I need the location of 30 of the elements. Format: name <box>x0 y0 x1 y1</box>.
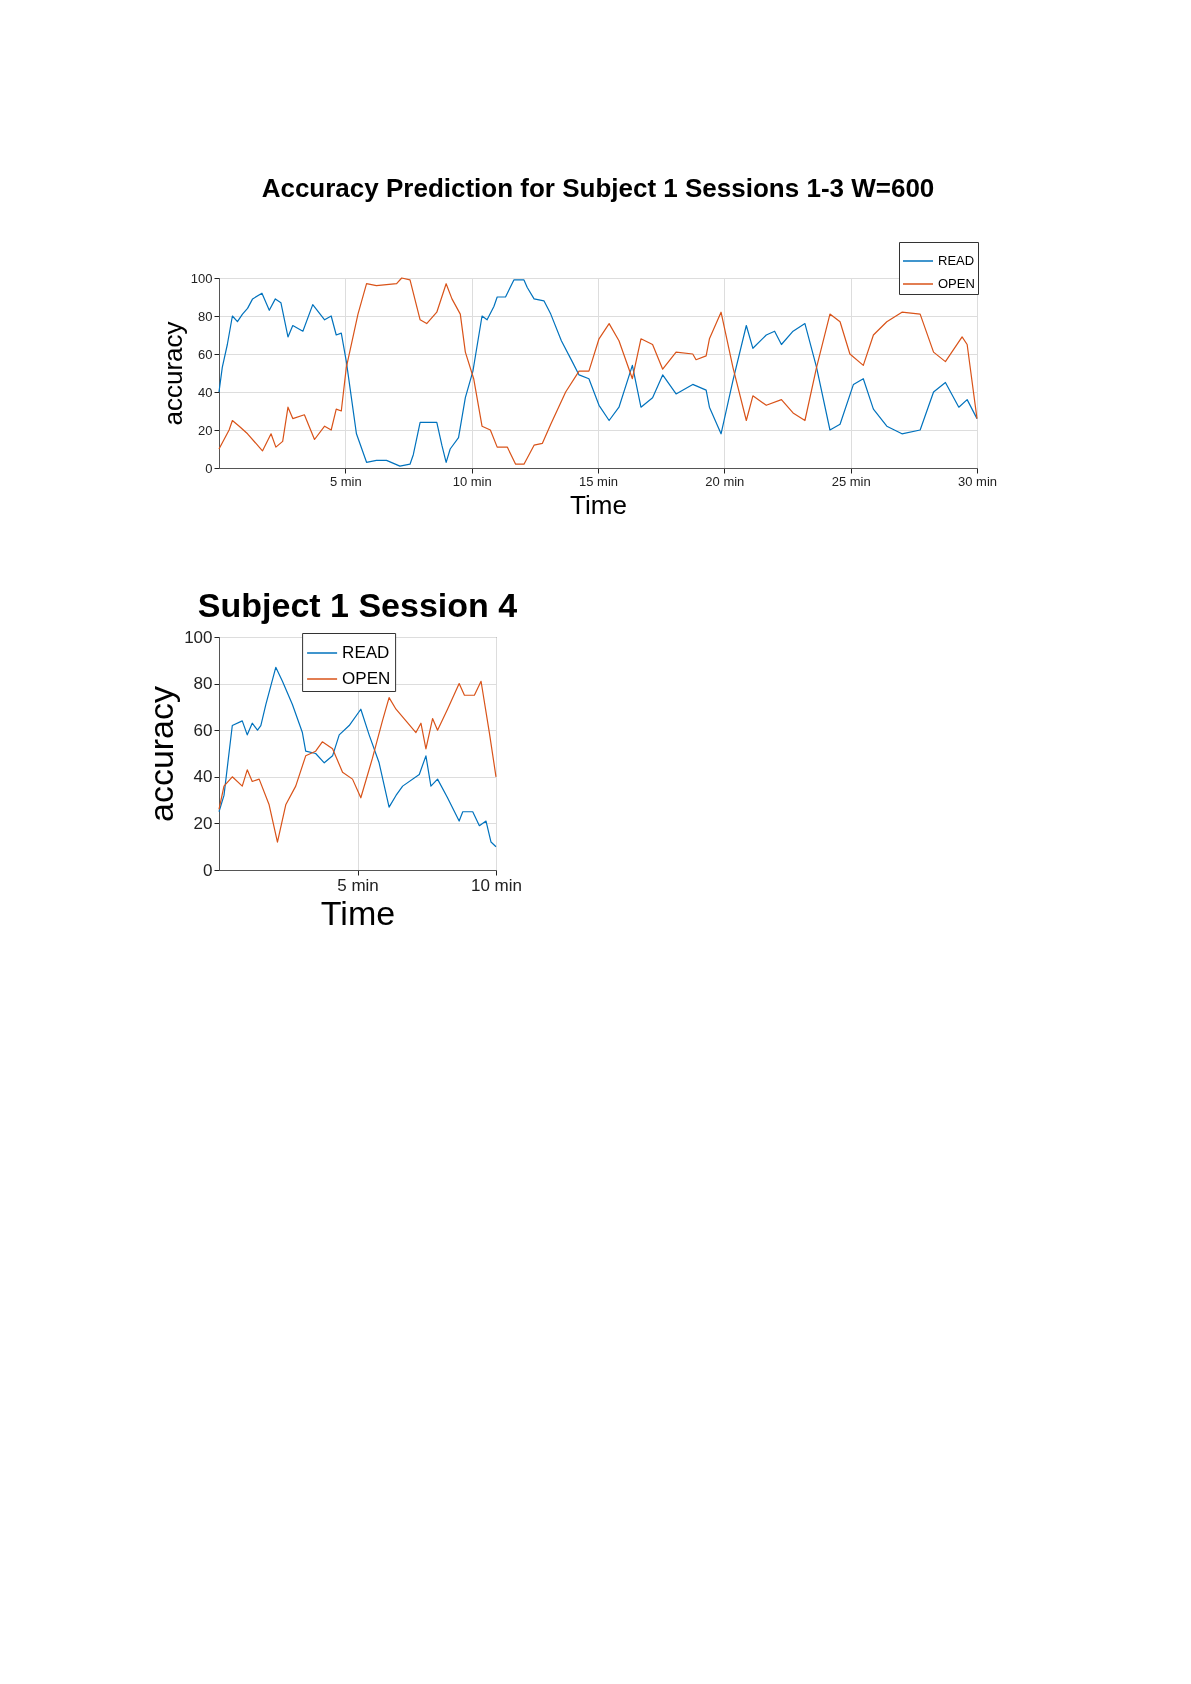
y-tick-label: 80 <box>198 308 213 324</box>
y-tick-label: 60 <box>198 346 213 362</box>
legend-label: READ <box>342 643 390 662</box>
y-tick-label: 100 <box>190 270 213 286</box>
y-tick-label: 20 <box>193 813 213 833</box>
y-tick-label: 20 <box>198 422 213 438</box>
x-tick-label: 10 min <box>452 473 492 489</box>
legend-label: OPEN <box>342 669 391 688</box>
x-tick-label: 20 min <box>705 473 745 489</box>
y-tick-label: 60 <box>193 720 213 740</box>
x-tick-label: 30 min <box>957 473 998 489</box>
y-tick-label: 40 <box>198 384 213 400</box>
y-tick-label: 80 <box>193 674 213 694</box>
chart-title: Accuracy Prediction for Subject 1 Sessions 1-3 W=600 <box>261 172 935 203</box>
y-tick-label: 0 <box>203 860 213 880</box>
x-tick-label: 10 min <box>470 875 523 895</box>
x-tick-label: 5 min <box>337 875 379 895</box>
x-tick-label: 25 min <box>831 473 871 489</box>
y-axis-title: accuracy <box>142 685 181 823</box>
legend-label: READ <box>938 253 975 268</box>
y-axis-title: accuracy <box>157 321 188 426</box>
x-tick-label: 15 min <box>578 473 619 489</box>
y-tick-label: 0 <box>205 460 213 476</box>
x-axis-title: Time <box>570 489 627 520</box>
chart-title: Subject 1 Session 4 <box>197 586 518 624</box>
legend-label: OPEN <box>938 276 975 291</box>
y-tick-label: 40 <box>193 767 213 787</box>
x-tick-label: 5 min <box>329 473 362 489</box>
y-tick-label: 100 <box>184 627 213 647</box>
x-axis-title: Time <box>320 893 396 932</box>
